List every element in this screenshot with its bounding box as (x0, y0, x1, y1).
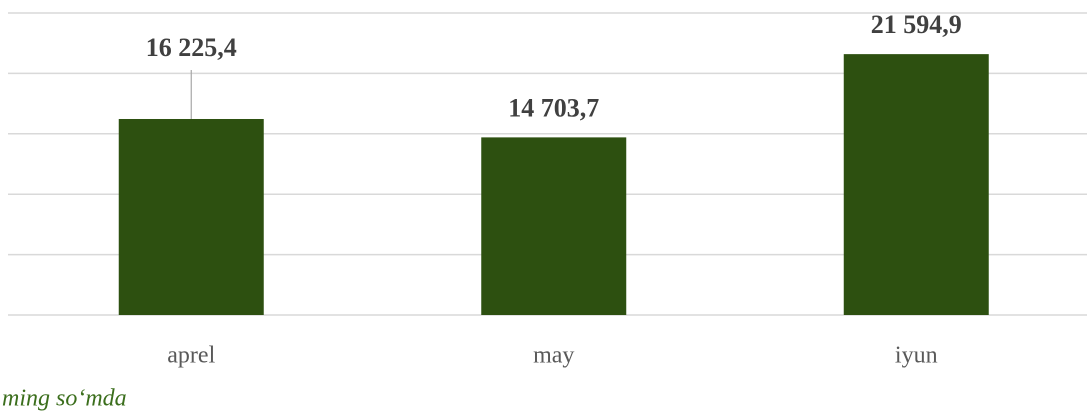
bar (843, 54, 989, 316)
data-label: 16 225,4 (146, 33, 237, 62)
data-label: 14 703,7 (508, 93, 599, 122)
x-tick-label: iyun (895, 343, 938, 369)
data-label: 21 594,9 (871, 10, 962, 39)
x-tick-label: may (533, 343, 574, 369)
annotation: ming so‘mda (2, 386, 127, 412)
bar (481, 137, 627, 315)
bar (118, 118, 264, 316)
x-tick-label: aprel (167, 343, 215, 369)
